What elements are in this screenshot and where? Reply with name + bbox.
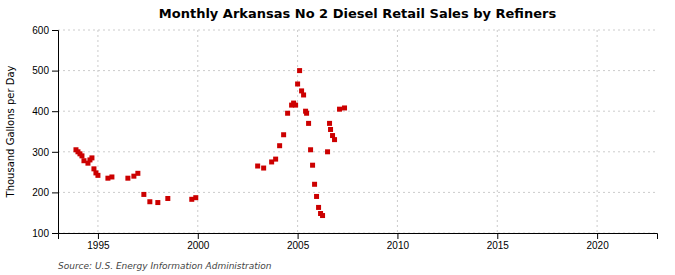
grid-line xyxy=(197,30,198,233)
point xyxy=(125,176,130,181)
grid xyxy=(58,30,657,233)
plot: 1995 2000 2005 2010 2015 2020 100 200 300 400 500 6… xyxy=(32,25,657,251)
grid-line xyxy=(58,192,657,193)
point xyxy=(306,121,311,126)
tick: 200 xyxy=(32,187,58,198)
grid-line xyxy=(597,30,598,233)
point xyxy=(325,149,330,154)
tick: 2000 xyxy=(187,233,210,251)
tick-label: 500 xyxy=(32,65,49,76)
grid-line xyxy=(297,30,298,233)
points xyxy=(73,68,347,218)
chart: 1995 2000 2005 2010 2015 2020 100 200 300 400 500 6… xyxy=(0,0,675,275)
tick-mark xyxy=(52,111,58,112)
point xyxy=(328,127,333,132)
point xyxy=(316,205,321,210)
point xyxy=(95,173,100,178)
tick: 100 xyxy=(32,228,58,239)
tick-mark xyxy=(198,233,199,239)
point xyxy=(327,121,332,126)
tick-mark xyxy=(497,233,498,239)
tick-label: 200 xyxy=(32,187,49,198)
tick-mark xyxy=(52,30,58,31)
tick-mark xyxy=(298,233,299,239)
point xyxy=(79,153,84,158)
tick-label: 2015 xyxy=(487,240,510,251)
point xyxy=(155,200,160,205)
axis-line xyxy=(52,31,59,234)
point xyxy=(135,171,140,176)
point xyxy=(109,174,114,179)
point xyxy=(89,155,94,160)
tick-label: 400 xyxy=(32,106,49,117)
tick: 2020 xyxy=(586,233,609,251)
grid-line xyxy=(58,70,657,71)
tick: 2010 xyxy=(387,233,410,251)
tick-mark xyxy=(397,233,398,239)
point xyxy=(312,182,317,187)
annotation: Source: U.S. Energy Information Administ… xyxy=(58,261,272,271)
tick-label: 300 xyxy=(32,147,49,158)
tick: 500 xyxy=(32,65,58,76)
tick-label: 600 xyxy=(32,25,49,36)
grid-line xyxy=(58,111,657,112)
tick-label: 1995 xyxy=(87,240,110,251)
tick: 2005 xyxy=(287,233,310,251)
y-axis: 100 200 300 400 500 600 xyxy=(32,25,58,239)
tick-mark xyxy=(52,192,58,193)
y-axis-title: Thousand Gallons per Day xyxy=(5,65,16,198)
point xyxy=(310,163,315,168)
title: Monthly Arkansas No 2 Diesel Retail Sale… xyxy=(159,6,557,21)
tick-label: 100 xyxy=(32,228,49,239)
x-axis: 1995 2000 2005 2010 2015 2020 xyxy=(59,233,658,251)
point xyxy=(337,107,342,112)
point xyxy=(293,103,298,108)
grid-line xyxy=(58,151,657,152)
point xyxy=(314,194,319,199)
point xyxy=(273,157,278,162)
point xyxy=(320,213,325,218)
point xyxy=(193,195,198,200)
tick: 400 xyxy=(32,106,58,117)
grid-line xyxy=(58,30,657,31)
point xyxy=(285,111,290,116)
tick: 2015 xyxy=(487,233,510,251)
point xyxy=(295,81,300,86)
grid-line xyxy=(397,30,398,233)
tick: 600 xyxy=(32,25,58,36)
point xyxy=(277,143,282,148)
tick-label: 2000 xyxy=(187,240,210,251)
point xyxy=(332,137,337,142)
tick: 300 xyxy=(32,147,58,158)
tick-label: 2010 xyxy=(387,240,410,251)
point xyxy=(255,164,260,169)
axis-line xyxy=(59,234,658,240)
point xyxy=(297,68,302,73)
tick: 1995 xyxy=(87,233,110,251)
grid-line xyxy=(97,30,98,233)
tick-mark xyxy=(98,233,99,239)
point xyxy=(308,147,313,152)
point xyxy=(301,92,306,97)
point xyxy=(165,196,170,201)
tick-label: 2005 xyxy=(287,240,310,251)
point xyxy=(261,166,266,171)
point xyxy=(147,199,152,204)
tick-mark xyxy=(52,152,58,153)
tick-mark xyxy=(52,71,58,72)
tick-mark xyxy=(52,233,58,234)
point xyxy=(141,192,146,197)
tick-label: 2020 xyxy=(586,240,609,251)
tick-mark xyxy=(597,233,598,239)
point xyxy=(342,105,347,110)
grid-line xyxy=(497,30,498,233)
point xyxy=(281,132,286,137)
point xyxy=(304,111,309,116)
